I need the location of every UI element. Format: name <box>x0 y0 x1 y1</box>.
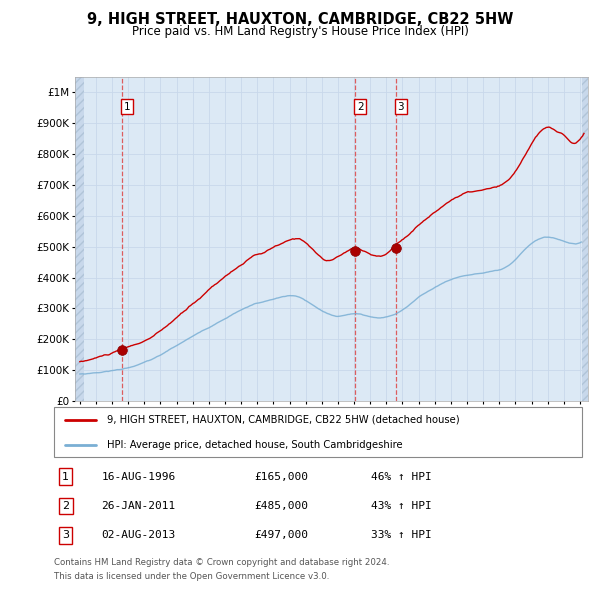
Text: Contains HM Land Registry data © Crown copyright and database right 2024.: Contains HM Land Registry data © Crown c… <box>54 558 389 566</box>
Bar <box>75 77 84 401</box>
Text: 43% ↑ HPI: 43% ↑ HPI <box>371 501 431 511</box>
Text: 33% ↑ HPI: 33% ↑ HPI <box>371 530 431 540</box>
Text: 1: 1 <box>124 101 130 112</box>
Text: 16-AUG-1996: 16-AUG-1996 <box>101 471 176 481</box>
Text: 26-JAN-2011: 26-JAN-2011 <box>101 501 176 511</box>
Text: This data is licensed under the Open Government Licence v3.0.: This data is licensed under the Open Gov… <box>54 572 329 581</box>
Text: 2: 2 <box>357 101 364 112</box>
Text: 9, HIGH STREET, HAUXTON, CAMBRIDGE, CB22 5HW: 9, HIGH STREET, HAUXTON, CAMBRIDGE, CB22… <box>87 12 513 27</box>
Text: Price paid vs. HM Land Registry's House Price Index (HPI): Price paid vs. HM Land Registry's House … <box>131 25 469 38</box>
Text: 2: 2 <box>62 501 69 511</box>
Text: £165,000: £165,000 <box>254 471 308 481</box>
Text: 3: 3 <box>62 530 69 540</box>
FancyBboxPatch shape <box>54 407 582 457</box>
Text: £485,000: £485,000 <box>254 501 308 511</box>
Text: 9, HIGH STREET, HAUXTON, CAMBRIDGE, CB22 5HW (detached house): 9, HIGH STREET, HAUXTON, CAMBRIDGE, CB22… <box>107 415 460 425</box>
Text: HPI: Average price, detached house, South Cambridgeshire: HPI: Average price, detached house, Sout… <box>107 440 403 450</box>
Text: 3: 3 <box>397 101 404 112</box>
Text: 02-AUG-2013: 02-AUG-2013 <box>101 530 176 540</box>
Text: 46% ↑ HPI: 46% ↑ HPI <box>371 471 431 481</box>
Text: £497,000: £497,000 <box>254 530 308 540</box>
Bar <box>583 77 588 401</box>
Text: 1: 1 <box>62 471 69 481</box>
